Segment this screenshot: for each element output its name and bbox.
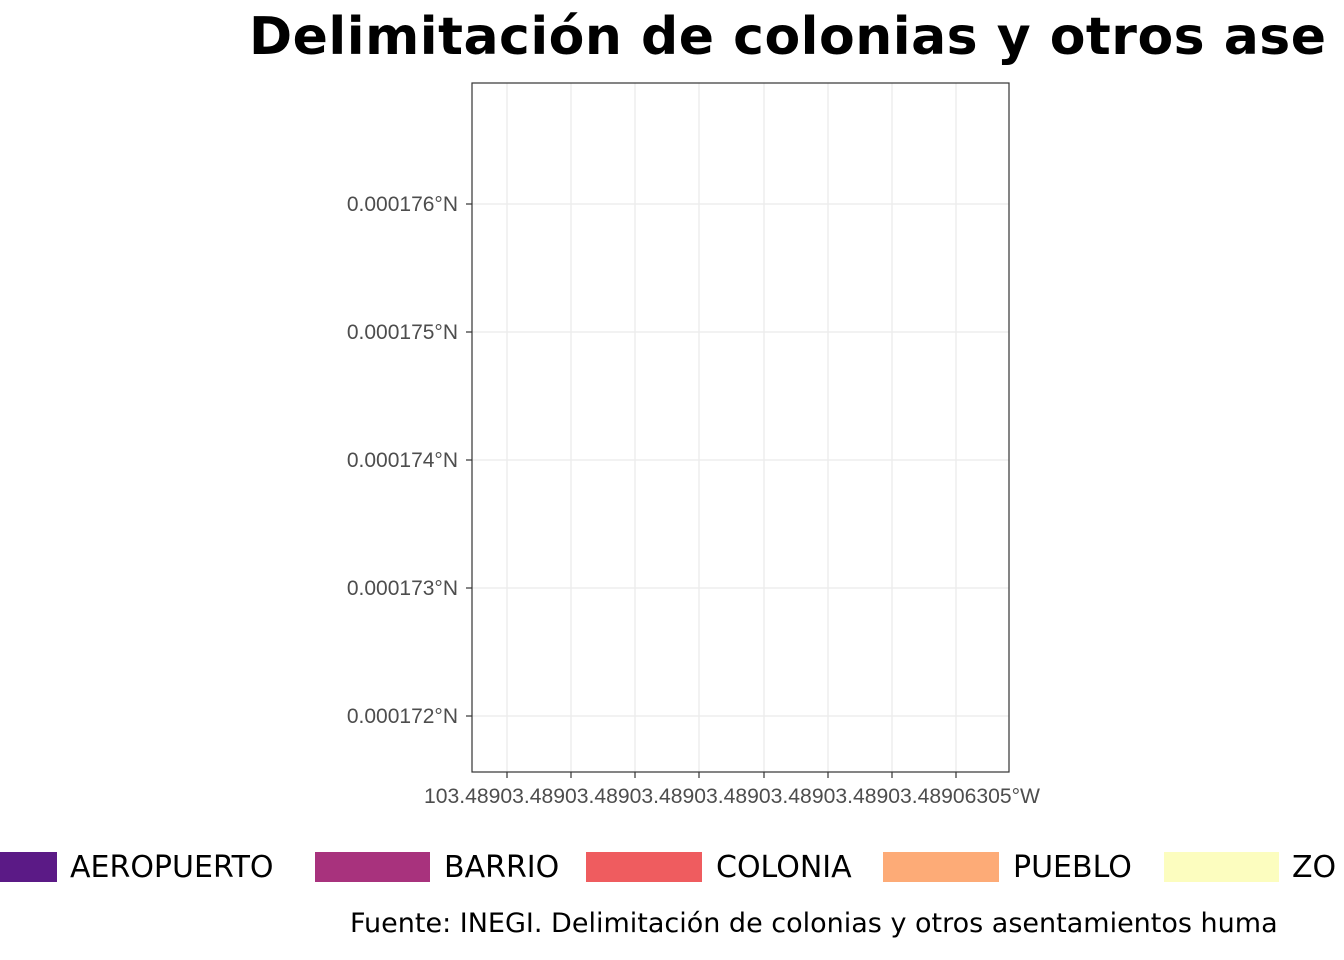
source-caption: Fuente: INEGI. Delimitación de colonias … <box>350 908 1278 939</box>
y-tick-label: 0.000172°N <box>347 705 458 728</box>
plot-panel <box>472 83 1009 772</box>
legend-label-pueblo: PUEBLO <box>1013 850 1132 885</box>
y-tick-label: 0.000174°N <box>347 449 458 472</box>
plot-border <box>471 82 1010 773</box>
legend-label-aeropuerto: AEROPUERTO <box>70 850 274 885</box>
legend-swatch-pueblo <box>1164 852 1279 882</box>
legend-swatch-aeropuerto <box>315 852 430 882</box>
grid-lines <box>472 83 1009 772</box>
x-tick-labels-overlapping: 103.48903.48903.48903.48903.48903.48903.… <box>424 785 1040 808</box>
map-title: Delimitación de colonias y otros ase <box>249 7 1327 67</box>
y-tick-label: 0.000175°N <box>347 321 458 344</box>
y-tick-label: 0.000173°N <box>347 577 458 600</box>
legend-swatch-colonia <box>883 852 999 882</box>
x-axis: 103.48903.48903.48903.48903.48903.48903.… <box>424 772 1040 808</box>
legend-label-barrio: BARRIO <box>444 850 560 885</box>
y-tick-label: 0.000176°N <box>347 193 458 216</box>
legend-swatch-barrio <box>586 852 702 882</box>
y-axis: 0.000176°N 0.000175°N 0.000174°N 0.000173°N… <box>347 193 472 728</box>
legend-swatch-first <box>0 852 57 882</box>
legend-label-colonia: COLONIA <box>716 850 852 885</box>
legend-label-zo: ZO <box>1292 850 1337 885</box>
